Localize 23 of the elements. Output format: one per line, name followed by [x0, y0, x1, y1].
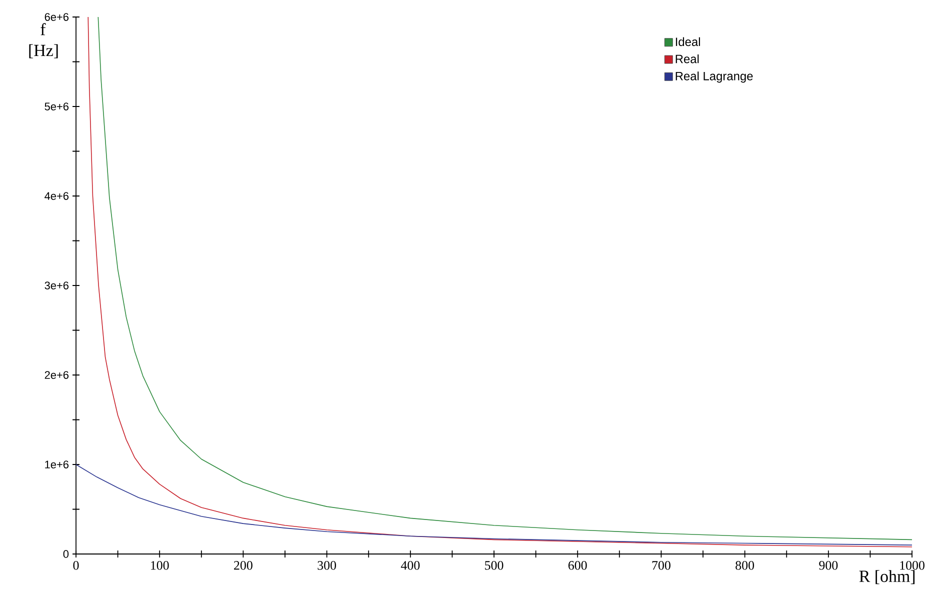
- y-tick-label: 0: [63, 550, 69, 558]
- y-axis-title: f [Hz]: [29, 23, 58, 58]
- y-tick-label: 6e+6: [44, 13, 69, 21]
- x-axis-title: R [ohm]: [859, 570, 915, 584]
- x-tick-label: 600: [568, 561, 587, 570]
- x-tick-label: 100: [151, 561, 169, 570]
- y-tick-label: 5e+6: [44, 102, 69, 110]
- y-tick-label: 2e+6: [44, 371, 69, 379]
- legend-label: Real Lagrange: [676, 72, 753, 83]
- x-tick-label: 800: [736, 561, 754, 570]
- y-tick-label: 1e+6: [45, 460, 69, 468]
- x-tick-label: 300: [318, 561, 336, 570]
- x-tick-label: 700: [652, 561, 670, 570]
- y-tick-label: 3e+6: [44, 282, 69, 290]
- x-tick-label: 0: [73, 561, 79, 570]
- legend-label: Ideal: [676, 37, 700, 46]
- legend-label: Real: [676, 54, 699, 64]
- x-tick-label: 1000: [900, 561, 924, 570]
- x-tick-label: 200: [234, 561, 252, 570]
- x-tick-label: 900: [819, 561, 838, 570]
- y-tick-label: 4e+6: [44, 192, 69, 200]
- x-tick-label: 500: [485, 561, 504, 570]
- x-tick-label: 400: [400, 561, 420, 570]
